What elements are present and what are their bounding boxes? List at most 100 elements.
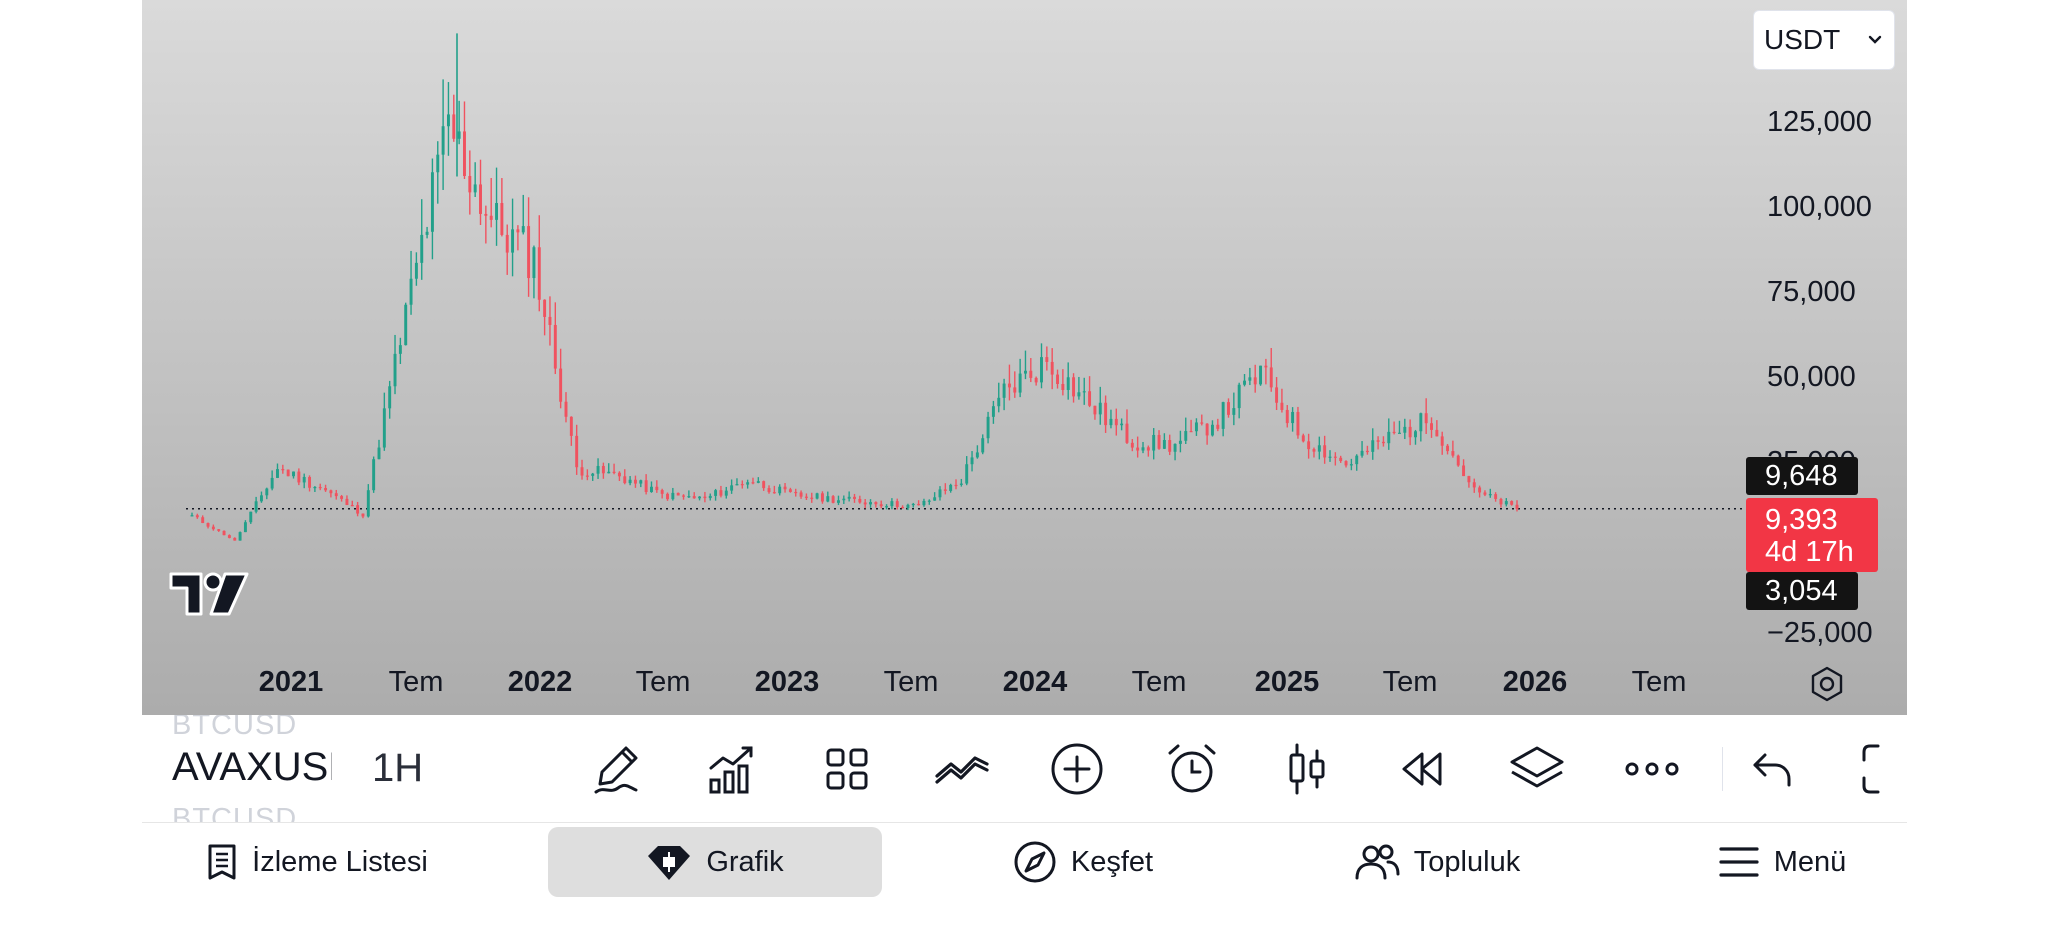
compare-button[interactable] xyxy=(932,739,992,799)
candle xyxy=(591,472,595,481)
candle xyxy=(1365,445,1369,455)
candle xyxy=(414,252,418,286)
community-icon xyxy=(1355,844,1400,880)
candle xyxy=(1333,452,1337,466)
candlestick-plot[interactable] xyxy=(142,0,1907,715)
candle xyxy=(329,489,333,498)
nav-item-chart[interactable]: Grafik xyxy=(548,827,882,897)
candle xyxy=(334,489,338,500)
candle xyxy=(1205,423,1209,445)
x-axis-tick: 2021 xyxy=(258,666,324,698)
candle xyxy=(1210,420,1214,437)
candle xyxy=(1232,392,1236,426)
candle xyxy=(698,496,702,501)
candle xyxy=(922,498,926,507)
candle xyxy=(420,199,424,280)
symbol-picker[interactable]: AVAXUSDT xyxy=(172,745,332,789)
candle xyxy=(975,445,979,459)
candle xyxy=(249,511,253,524)
candle xyxy=(1392,421,1396,435)
candle xyxy=(1168,434,1172,456)
object-tree-button[interactable] xyxy=(1507,739,1567,799)
candle xyxy=(1488,488,1492,498)
nav-item-label: Topluluk xyxy=(1413,845,1521,878)
candle xyxy=(1483,490,1487,497)
candle xyxy=(799,490,803,499)
candle xyxy=(1339,455,1343,463)
interval-button[interactable]: 1H xyxy=(372,746,424,790)
candle xyxy=(1456,454,1460,467)
undo-button[interactable] xyxy=(1742,739,1802,799)
alert-button[interactable] xyxy=(1162,739,1222,799)
candle xyxy=(1141,441,1145,454)
nav-item-community[interactable]: Topluluk xyxy=(1322,827,1552,897)
more-button[interactable] xyxy=(1622,739,1682,799)
candle xyxy=(350,500,354,507)
candle xyxy=(222,530,226,536)
candle xyxy=(1157,430,1161,450)
candle xyxy=(927,499,931,505)
candle xyxy=(575,424,579,475)
nav-item-menu[interactable]: Menü xyxy=(1702,827,1862,897)
candle xyxy=(617,471,621,481)
candle xyxy=(1381,436,1385,447)
candle xyxy=(1248,367,1252,386)
low-price-badge: 3,054 xyxy=(1746,572,1858,610)
layouts-button[interactable] xyxy=(817,739,877,799)
add-button[interactable] xyxy=(1047,739,1107,799)
candle xyxy=(703,491,707,503)
x-axis-tick: Tem xyxy=(1131,666,1187,698)
nav-item-explore[interactable]: Keşfet xyxy=(978,827,1188,897)
candle xyxy=(265,487,269,500)
candle xyxy=(382,392,386,451)
candle xyxy=(1216,418,1220,432)
candle xyxy=(211,524,215,531)
candle xyxy=(612,463,616,475)
candle xyxy=(1077,376,1081,400)
x-axis-tick: 2022 xyxy=(507,666,573,698)
candle xyxy=(1408,419,1412,446)
candle xyxy=(1072,373,1076,403)
candle xyxy=(1082,377,1086,405)
candle xyxy=(826,491,830,503)
candle xyxy=(527,197,531,297)
chart-type-button[interactable] xyxy=(1277,739,1337,799)
x-axis-tick: Tem xyxy=(388,666,444,698)
chart-icon xyxy=(648,846,691,880)
candle xyxy=(324,484,328,492)
candle xyxy=(708,493,712,501)
candle xyxy=(297,468,301,486)
candle xyxy=(644,474,648,495)
candle xyxy=(238,531,242,541)
candle xyxy=(954,479,958,490)
candle xyxy=(521,194,525,235)
candle xyxy=(1029,358,1033,383)
drawing-tools-button[interactable] xyxy=(587,739,647,799)
candle xyxy=(1066,362,1070,400)
candle xyxy=(837,495,840,506)
symbol-picker-prev[interactable]: BTCUSD xyxy=(172,715,298,741)
replay-button[interactable] xyxy=(1392,739,1452,799)
candle xyxy=(585,469,589,481)
candle xyxy=(201,515,205,524)
chart-settings-icon[interactable] xyxy=(1807,664,1847,704)
candle xyxy=(1259,365,1263,386)
price-chart[interactable]: USDT 125,000 100,000 75,000 50,000 25,00… xyxy=(142,0,1907,715)
candle xyxy=(190,512,194,517)
nav-item-watchlist[interactable]: İzleme Listesi xyxy=(182,827,452,897)
candle xyxy=(1098,386,1102,425)
candle xyxy=(425,226,429,239)
candle xyxy=(1360,441,1364,458)
candle xyxy=(532,245,536,299)
candle xyxy=(933,492,937,501)
candle xyxy=(468,150,472,215)
currency-select[interactable]: USDT xyxy=(1753,10,1895,70)
more-dots-icon xyxy=(1625,762,1679,776)
candle xyxy=(270,470,274,491)
candle xyxy=(655,480,659,493)
fullscreen-icon xyxy=(1862,744,1880,794)
symbol-picker-next[interactable]: BTCUSD xyxy=(172,803,298,822)
fullscreen-button[interactable] xyxy=(1860,739,1907,799)
candle xyxy=(895,498,899,510)
indicators-button[interactable] xyxy=(702,739,762,799)
